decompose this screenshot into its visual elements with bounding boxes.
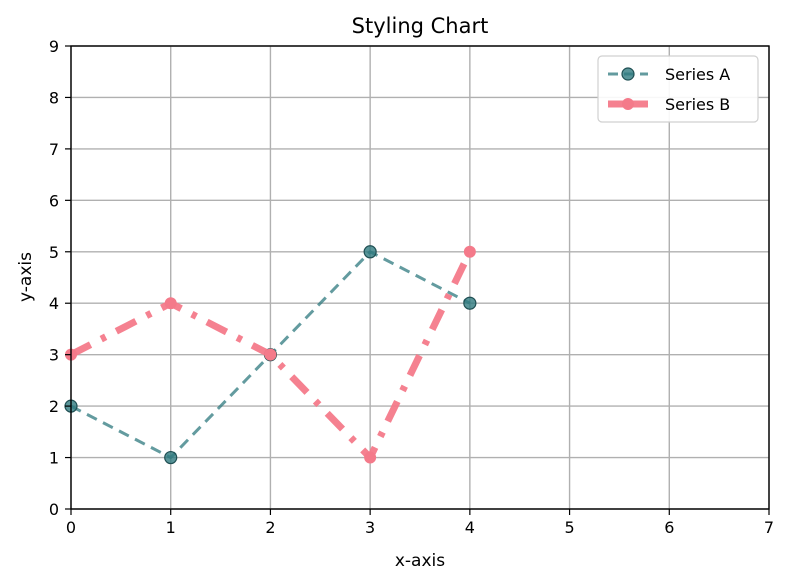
legend-marker	[622, 98, 634, 110]
data-point	[164, 297, 177, 310]
legend-item-series-a: Series A	[608, 65, 730, 84]
chart-title: Styling Chart	[352, 14, 489, 38]
legend: Series A Series B	[597, 55, 759, 123]
x-axis-ticks: 0 1 2 3 4 5 6 7	[66, 509, 774, 537]
x-tick-label: 3	[365, 518, 375, 537]
plot-area-frame	[70, 45, 770, 510]
x-tick-label: 0	[66, 518, 76, 537]
y-axis-label: y-axis	[16, 252, 36, 302]
legend-label: Series A	[665, 65, 730, 84]
y-tick-label: 2	[49, 397, 59, 416]
x-tick-label: 7	[764, 518, 774, 537]
x-tick-label: 4	[465, 518, 475, 537]
data-point	[363, 245, 377, 259]
data-point	[463, 296, 477, 310]
y-tick-label: 4	[49, 294, 59, 313]
y-tick-label: 0	[49, 500, 59, 519]
legend-label: Series B	[665, 95, 730, 114]
x-tick-label: 1	[166, 518, 176, 537]
y-tick-label: 5	[49, 243, 59, 262]
legend-marker	[621, 67, 635, 81]
x-axis-label: x-axis	[395, 551, 445, 571]
y-tick-label: 7	[49, 140, 59, 159]
y-tick-label: 8	[49, 88, 59, 107]
data-point	[264, 348, 277, 361]
series-layer	[64, 245, 477, 465]
x-tick-label: 2	[265, 518, 275, 537]
y-tick-label: 1	[49, 449, 59, 468]
data-point	[164, 450, 178, 465]
y-axis-ticks: 0 1 2 3 4 5 6 7 8 9	[49, 37, 71, 519]
data-point	[463, 245, 476, 258]
x-tick-label: 6	[664, 518, 674, 537]
x-tick-label: 5	[564, 518, 574, 537]
data-point	[364, 451, 377, 464]
y-tick-label: 9	[49, 37, 59, 56]
legend-item-series-b: Series B	[608, 95, 730, 114]
y-tick-label: 3	[49, 346, 59, 365]
y-tick-label: 6	[49, 191, 59, 210]
